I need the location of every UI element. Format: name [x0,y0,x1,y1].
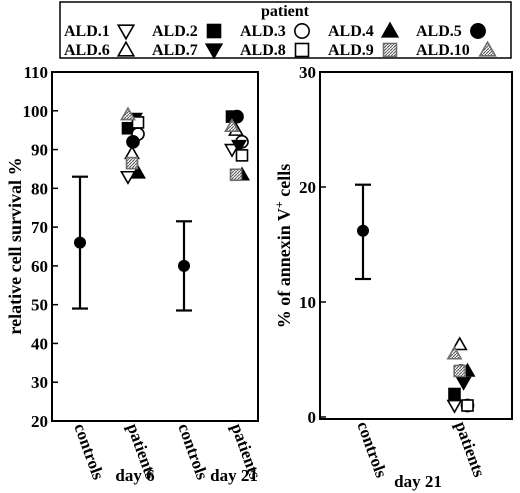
legend-marker-ald-2 [206,23,222,39]
legend-label-ald-5: ALD.5 [416,23,462,40]
patient-point-ald-2 [448,387,461,401]
legend-marker-ald-9 [382,42,398,58]
legend-label-ald-4: ALD.4 [328,23,374,40]
control-mean-point [357,224,369,237]
x-group-label: day 6 [115,466,154,485]
patient-point-ald-9 [453,364,467,378]
y-tick-label: 70 [31,218,48,237]
patient-point-ald-8 [235,149,249,162]
right-y-ticks: 0 10 20 30 [299,63,326,427]
legend-entries: ALD.1 ALD.2 ALD.3 ALD.4 ALD.5 ALD.6 ALD.7 ALD.8… [64,21,497,60]
legend-label-ald-3: ALD.3 [240,23,286,40]
legend-marker-ald-8 [294,42,310,58]
legend-marker-ald-4 [380,21,400,38]
patient-point-ald-9 [229,168,243,182]
patient-point-ald-6 [124,145,140,160]
right-y-axis-label: % of annexin V+ cells [272,164,294,329]
y-tick-label: 90 [31,141,48,160]
legend-label-ald-6: ALD.6 [64,42,110,59]
patient-point-ald-8 [461,399,474,412]
legend-marker-ald-1 [116,24,136,41]
patient-point-ald-1 [224,143,240,158]
legend-marker-ald-7 [204,43,224,60]
patient-point-ald-5 [126,134,140,149]
y-tick-label: 10 [299,293,316,312]
right-x-labels: controls patients day 21 [353,419,489,491]
patient-point-ald-5 [230,109,244,124]
y-tick-label: 60 [31,257,48,276]
right-chart: % of annexin V+ cells 0 10 20 30 controls pa… [272,63,513,491]
patient-point-ald-10 [120,106,136,121]
y-tick-label: 20 [299,178,316,197]
left-marks [72,106,250,312]
patient-point-ald-6 [451,336,468,351]
patient-point-ald-7 [231,139,247,154]
legend-title: patient [261,3,310,20]
legend-marker-ald-3 [294,23,310,39]
control-mean-point [74,236,86,249]
legend-label-ald-1: ALD.1 [64,23,110,40]
y-tick-label: 30 [31,373,48,392]
control-mean-point [178,259,190,272]
patient-point-ald-9 [125,156,139,170]
x-group-label: day 21 [394,472,442,491]
patient-point-ald-7 [455,376,472,391]
legend-label-ald-7: ALD.7 [152,42,198,59]
y-tick-label: 30 [299,63,316,82]
legend-marker-ald-5 [470,23,486,39]
y-tick-label: 50 [31,296,48,315]
legend-label-ald-8: ALD.8 [240,42,286,59]
left-y-ticks: 20 30 40 50 60 70 80 90 100 110 [23,63,58,431]
y-tick-label: 80 [31,179,48,198]
patient-point-ald-8 [131,116,145,129]
y-tick-label: 110 [23,63,48,82]
patient-point-ald-4 [130,164,146,179]
right-marks [355,183,476,414]
y-tick-label: 0 [308,408,317,427]
legend-label-ald-2: ALD.2 [152,23,198,40]
left-y-axis-label: relative cell survival % [5,157,25,334]
x-category-label: controls [70,421,108,483]
patient-point-ald-10 [224,118,240,133]
legend-border [59,1,512,59]
legend-label-ald-10: ALD.10 [416,42,470,59]
y-tick-label: 40 [31,334,48,353]
x-category-label: controls [353,419,391,481]
legend-marker-ald-6 [116,40,136,57]
patient-point-ald-1 [446,399,463,414]
legend-label-ald-9: ALD.9 [328,42,374,59]
legend-marker-ald-10 [478,40,497,57]
y-tick-label: 100 [23,102,49,121]
y-tick-label: 20 [31,412,48,431]
x-category-label: controls [174,421,212,483]
right-plot-frame [319,71,513,420]
x-category-label: patients [451,419,489,480]
x-group-label: day 21 [210,466,258,485]
patient-point-ald-10 [446,345,463,360]
left-chart: relative cell survival % 20 30 40 50 60 70 80 9… [5,63,265,485]
left-plot-frame [51,71,259,422]
